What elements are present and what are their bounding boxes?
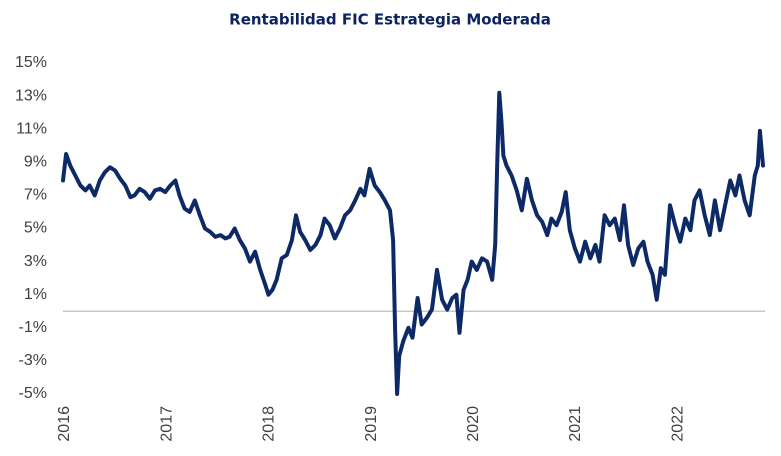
y-tick-label: 7% [24,187,47,204]
x-tick-label: 2022 [669,406,686,442]
x-tick-label: 2016 [56,406,73,442]
y-tick-label: -5% [19,385,47,402]
y-tick-label: -1% [19,319,47,336]
x-tick-label: 2020 [465,406,482,442]
y-tick-label: 1% [24,286,47,303]
y-tick-label: -3% [19,352,47,369]
x-tick-label: 2021 [567,406,584,442]
chart-title: Rentabilidad FIC Estrategia Moderada [229,11,551,29]
x-tick-label: 2018 [261,406,278,442]
y-tick-label: 5% [24,220,47,237]
x-tick-label: 2017 [158,406,175,442]
y-tick-label: 11% [16,120,47,137]
y-tick-label: 13% [15,87,47,104]
y-tick-label: 3% [24,253,47,270]
x-tick-label: 2019 [363,406,380,442]
y-tick-label: 9% [24,154,47,171]
data-line [61,90,765,396]
y-tick-label: 15% [15,54,47,71]
